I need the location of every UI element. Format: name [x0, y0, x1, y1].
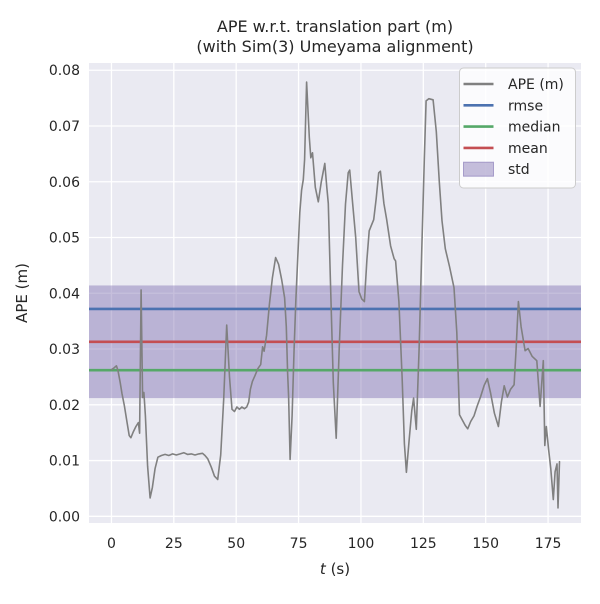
y-tick-label-0.05: 0.05 [49, 231, 80, 247]
y-tick-label-0.06: 0.06 [49, 175, 80, 191]
y-axis-label: APE (m) [13, 263, 31, 323]
legend-box [459, 67, 576, 189]
x-tick-label-175: 175 [535, 536, 562, 552]
legend-label-rmse: rmse [508, 98, 543, 114]
x-tick-label-50: 50 [227, 536, 245, 552]
x-axis-label: t (s) [320, 560, 350, 578]
legend-swatch-std-patch [463, 161, 494, 177]
x-tick-label-25: 25 [165, 536, 183, 552]
legend-label-apem: APE (m) [508, 77, 564, 93]
ape-series-line [110, 81, 561, 509]
legend-label-std: std [508, 162, 530, 178]
y-tick-label-0.04: 0.04 [49, 286, 80, 302]
x-tick-label-0: 0 [107, 536, 116, 552]
legend-label-median: median [508, 120, 560, 136]
x-tick-label-125: 125 [410, 536, 437, 552]
chart-title-line1: APE w.r.t. translation part (m) [217, 17, 453, 36]
y-tick-label-0.00: 0.00 [49, 509, 80, 525]
legend-label-mean: mean [508, 141, 548, 157]
x-tick-label-75: 75 [290, 536, 308, 552]
legend-layer: APE (m) rmse median mean std [459, 67, 576, 189]
x-tick-label-100: 100 [348, 536, 375, 552]
y-tick-label-0.01: 0.01 [49, 454, 80, 470]
y-tick-label-0.02: 0.02 [49, 398, 80, 414]
y-tick-label-0.03: 0.03 [49, 342, 80, 358]
y-tick-label-0.08: 0.08 [49, 63, 80, 79]
x-tick-label-150: 150 [472, 536, 499, 552]
y-tick-label-0.07: 0.07 [49, 119, 80, 135]
chart-title-line2: (with Sim(3) Umeyama alignment) [196, 37, 473, 56]
